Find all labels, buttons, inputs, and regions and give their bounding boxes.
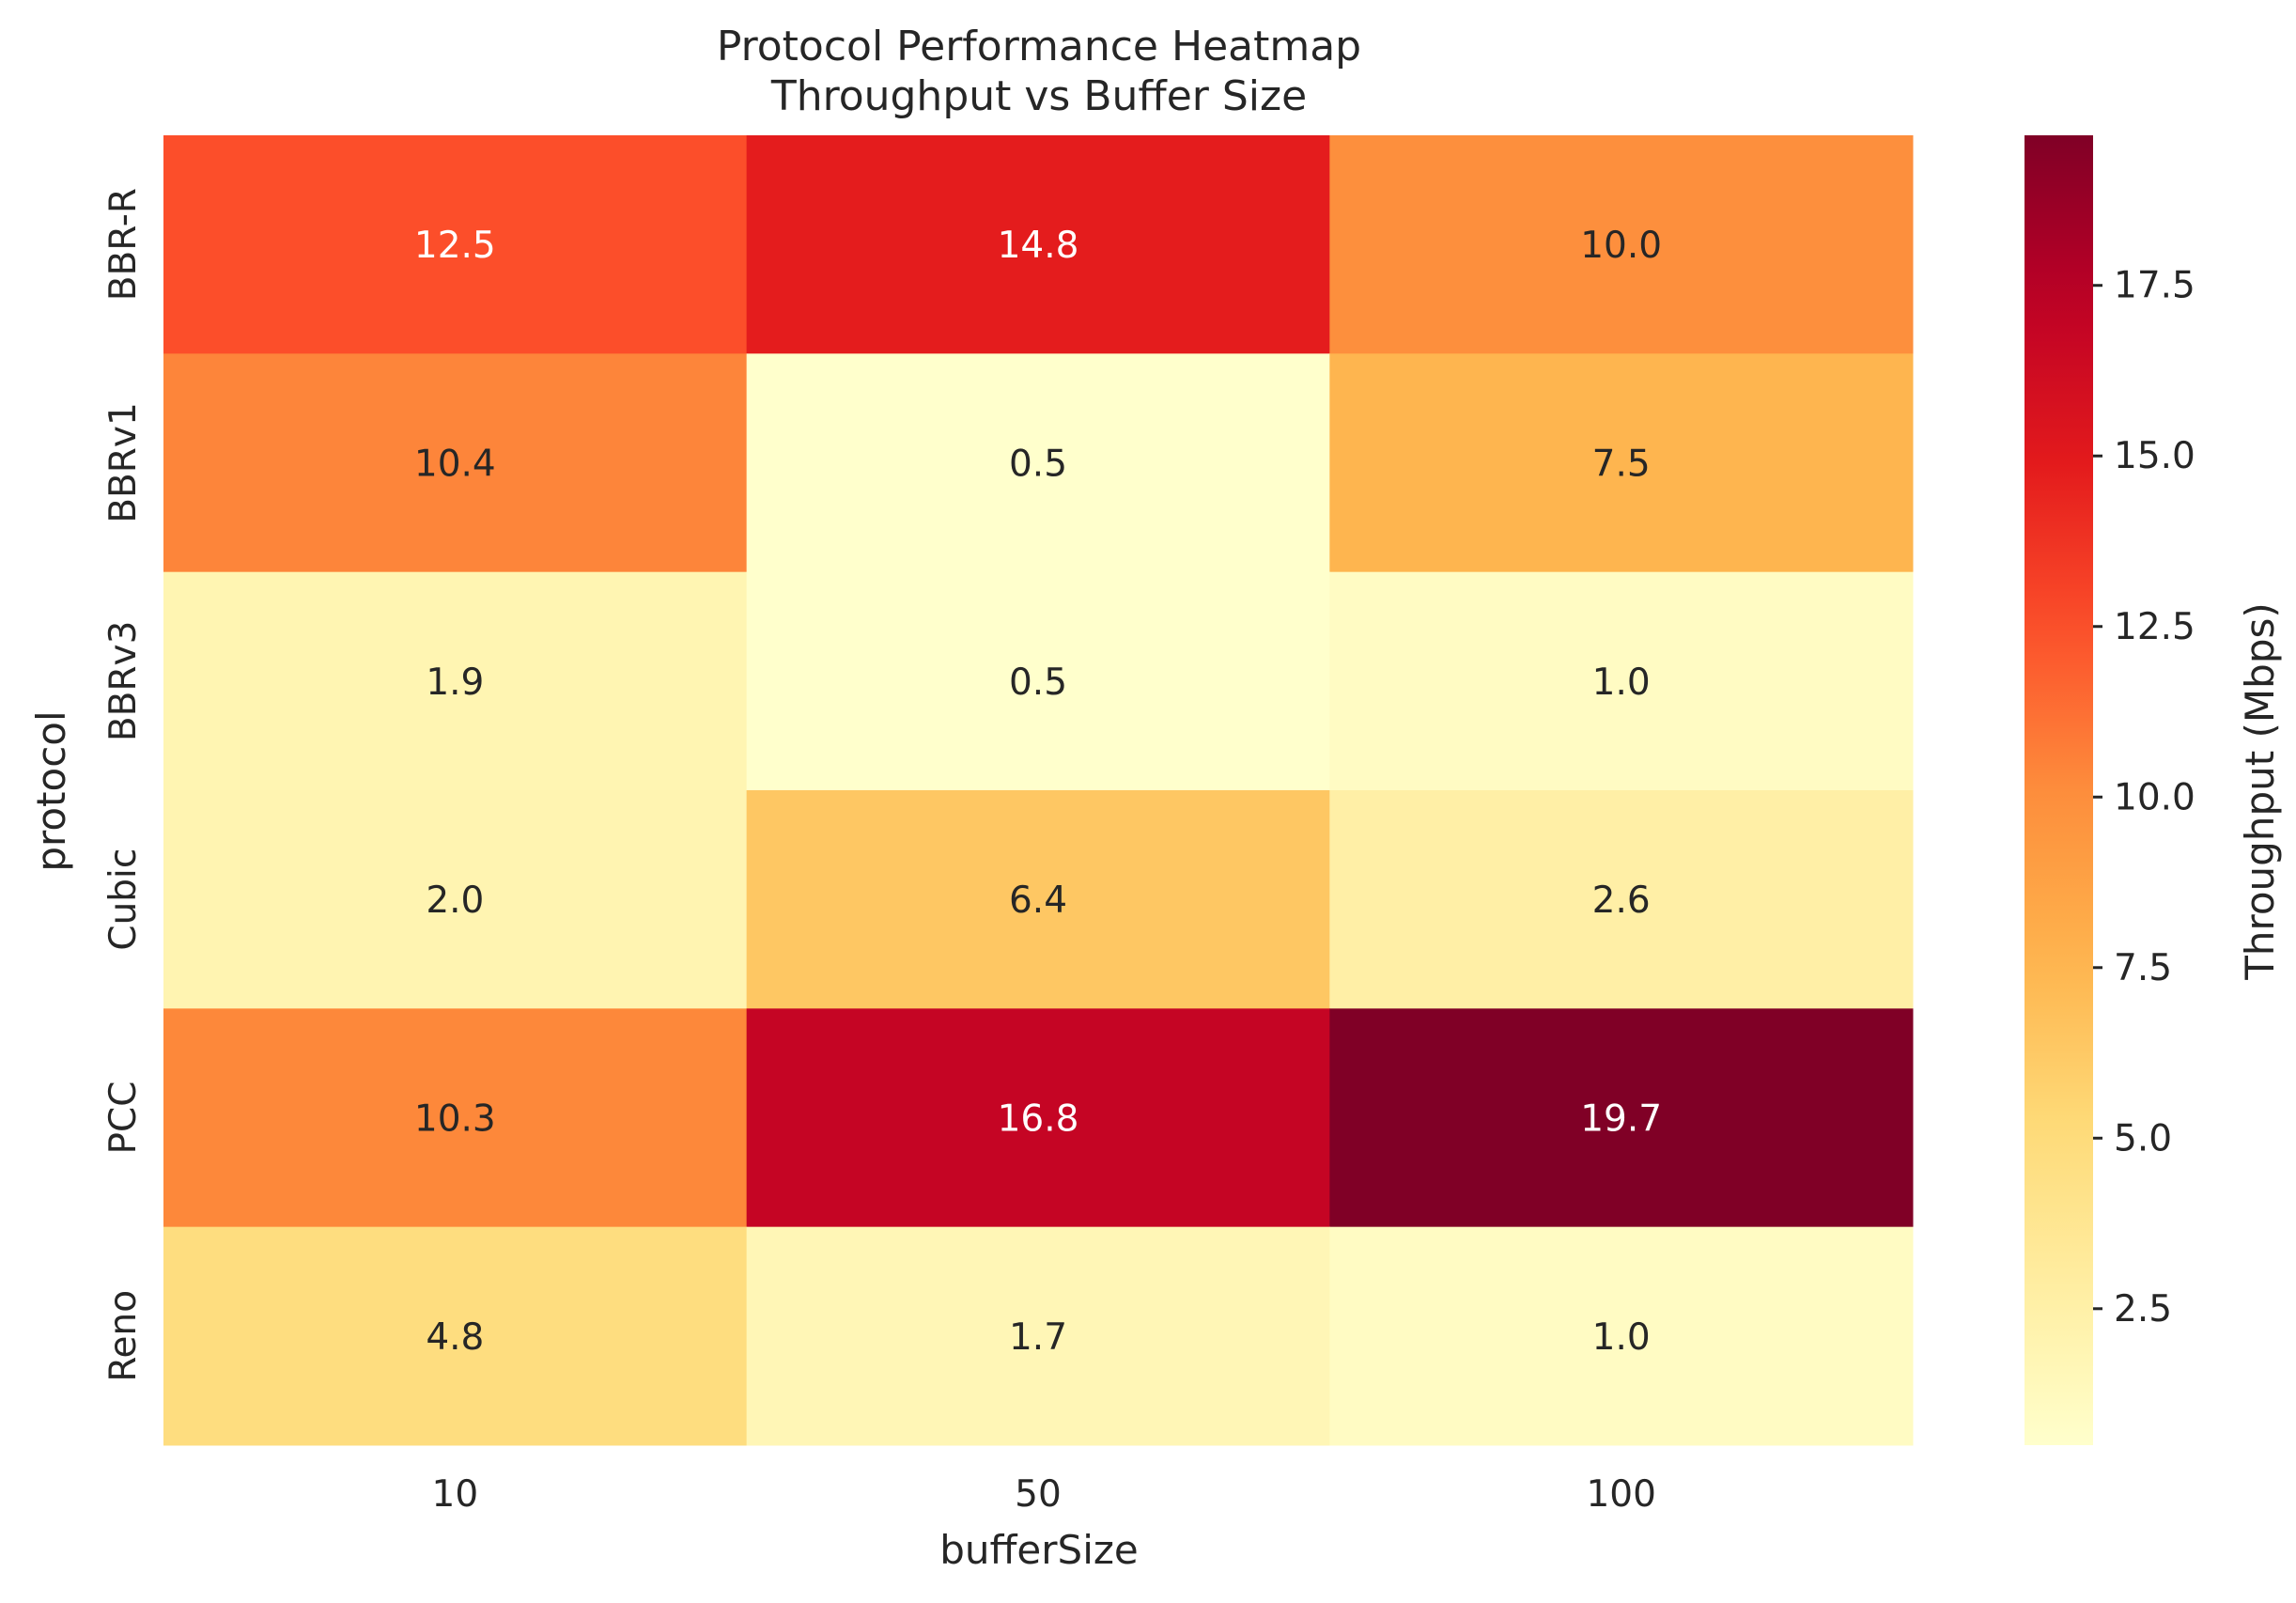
colorbar-tick-label: 12.5 (2114, 606, 2195, 648)
cell-value-label: 7.5 (1592, 444, 1651, 486)
cell-value-label: 6.4 (1009, 879, 1067, 922)
heatmap-cell (1329, 135, 1914, 354)
colorbar-ticks: 2.5 5.0 7.5 10.0 12.5 15.0 17.5 (2093, 265, 2195, 1331)
cell-value-label: 0.5 (1009, 661, 1067, 704)
heatmap-cell (746, 790, 1330, 1009)
colorbar-tick-label: 5.0 (2114, 1117, 2172, 1159)
x-tick-label: 10 (432, 1473, 479, 1516)
heatmap-cell (746, 135, 1330, 354)
heatmap-cell (746, 571, 1330, 791)
x-tick-label: 50 (1015, 1473, 1062, 1516)
heatmap-cell-labels: 12.5 14.8 10.0 10.4 0.5 7.5 1.9 0.5 1.0 2.0 6.4 2.6… (414, 225, 1662, 1359)
colorbar-label: Throughput (Mbps) (2237, 602, 2283, 981)
colorbar-tick-label: 2.5 (2114, 1288, 2172, 1331)
y-tick-label: PCC (102, 1082, 145, 1155)
heatmap-cell (163, 135, 748, 354)
cell-value-label: 19.7 (1580, 1098, 1662, 1141)
heatmap-cell (1329, 571, 1914, 791)
chart-subtitle: Throughput vs Buffer Size (770, 72, 1307, 120)
cell-value-label: 1.0 (1592, 661, 1651, 704)
cell-value-label: 14.8 (998, 225, 1079, 267)
heatmap-cell (1329, 790, 1914, 1009)
cell-value-label: 10.4 (414, 444, 496, 486)
y-tick-label: Reno (102, 1290, 145, 1382)
heatmap-cell (163, 353, 748, 573)
cell-value-label: 12.5 (414, 225, 496, 267)
x-tick-label: 100 (1586, 1473, 1655, 1516)
cell-value-label: 2.0 (426, 879, 484, 922)
heatmap-cell (1329, 1226, 1914, 1446)
heatmap-cells (163, 135, 1914, 1446)
colorbar (2025, 135, 2093, 1445)
heatmap-cell (163, 1226, 748, 1446)
heatmap-cell (746, 1226, 1330, 1446)
cell-value-label: 4.8 (426, 1316, 484, 1359)
chart-title: Protocol Performance Heatmap (717, 23, 1361, 70)
y-axis-ticks: BBR-R BBRv1 BBRv3 Cubic PCC Reno (102, 188, 145, 1382)
x-axis-label: bufferSize (939, 1527, 1139, 1573)
heatmap-cell (163, 571, 748, 791)
y-axis-label: protocol (28, 710, 74, 871)
colorbar-tick-label: 7.5 (2114, 947, 2172, 989)
heatmap-cell (163, 1008, 748, 1228)
heatmap-cell (1329, 1008, 1914, 1228)
cell-value-label: 1.0 (1592, 1316, 1651, 1359)
colorbar-tick-label: 17.5 (2114, 265, 2195, 307)
heatmap-cell (1329, 353, 1914, 573)
y-tick-label: BBR-R (102, 188, 145, 301)
y-tick-label: BBRv1 (102, 402, 145, 523)
colorbar-tick-label: 15.0 (2114, 435, 2195, 477)
cell-value-label: 1.7 (1009, 1316, 1067, 1359)
cell-value-label: 2.6 (1592, 879, 1651, 922)
colorbar-tick-label: 10.0 (2114, 776, 2195, 818)
cell-value-label: 16.8 (998, 1098, 1079, 1141)
heatmap-cell (746, 1008, 1330, 1228)
cell-value-label: 1.9 (426, 661, 484, 704)
cell-value-label: 10.3 (414, 1098, 496, 1141)
heatmap-cell (746, 353, 1330, 573)
heatmap-cell (163, 790, 748, 1009)
cell-value-label: 10.0 (1580, 225, 1662, 267)
x-axis-ticks: 10 50 100 (432, 1473, 1656, 1516)
cell-value-label: 0.5 (1009, 444, 1067, 486)
y-tick-label: Cubic (102, 848, 145, 951)
y-tick-label: BBRv3 (102, 621, 145, 742)
